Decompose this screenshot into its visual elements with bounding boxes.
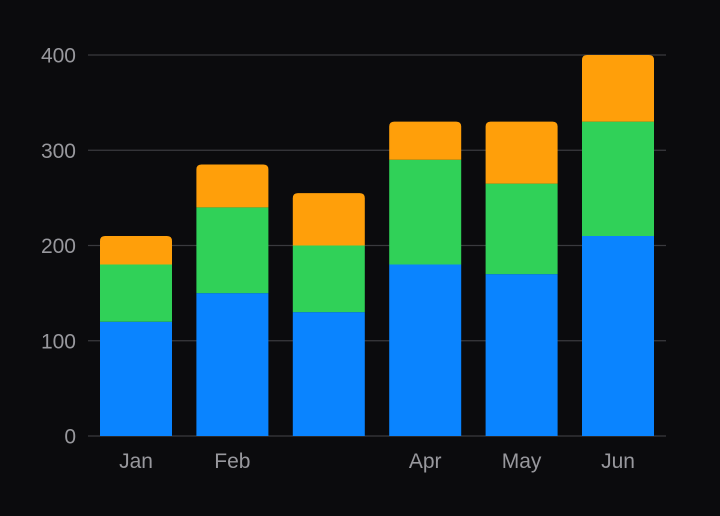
x-tick-label: Apr (409, 450, 442, 473)
bar-segment (292, 193, 365, 246)
x-tick-label: Feb (214, 450, 250, 473)
bar-segment (196, 207, 269, 294)
bar-segment (389, 159, 462, 265)
bar-segment (485, 183, 558, 275)
bars (100, 55, 654, 436)
bar-segment (100, 321, 172, 436)
y-tick-label: 300 (41, 140, 76, 163)
x-tick-label: May (502, 450, 542, 473)
bar-segment (485, 274, 558, 436)
y-tick-label: 0 (64, 426, 76, 449)
gridlines (88, 54, 666, 437)
bar-segment (389, 121, 462, 160)
bar-segment (582, 55, 654, 122)
bar-segment (100, 264, 172, 322)
y-tick-label: 100 (41, 330, 76, 353)
y-tick-label: 400 (41, 45, 76, 68)
bar-segment (582, 121, 654, 236)
bar-segment (292, 245, 365, 313)
bar-segment (389, 264, 462, 436)
bar-segment (196, 293, 269, 436)
bar-segment (582, 235, 654, 436)
x-tick-label: Jan (119, 450, 153, 473)
axes: 0 100 200 300 400 Jan Feb Apr May Jun (41, 45, 635, 474)
bar-segment (292, 312, 365, 436)
bar-segment (485, 121, 558, 184)
y-tick-label: 200 (41, 235, 76, 258)
bar-segment (196, 164, 269, 208)
bar-segment (100, 235, 172, 265)
x-tick-label: Jun (601, 450, 635, 473)
